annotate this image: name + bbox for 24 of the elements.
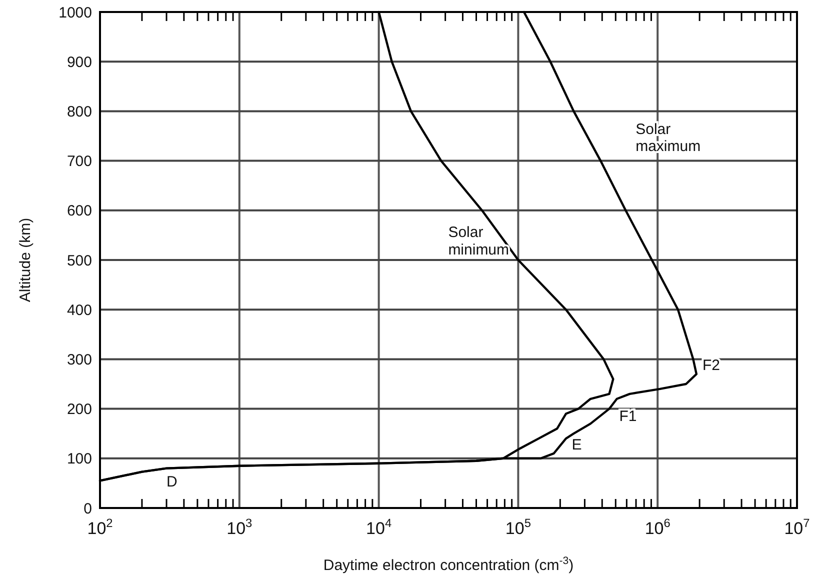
y-tick-label: 100 [66, 450, 92, 468]
annotation: F2 [702, 357, 720, 374]
y-tick-label: 500 [66, 252, 92, 270]
x-tick-label: 10$^{4}$ [366, 516, 392, 538]
x-axis-title: Daytime electron concentration (cm$^{-3}$) [323, 555, 574, 574]
x-tick-label: 10$^{5}$ [505, 516, 532, 538]
x-tick-label: 10$^{7}$ [784, 516, 810, 538]
x-tick-label: 10$^{3}$ [226, 516, 253, 538]
y-axis-title: Altitude (km) [17, 218, 34, 302]
annotation: D [166, 473, 178, 490]
y-tick-label: 400 [66, 302, 92, 319]
y-tick-label: 800 [66, 103, 92, 120]
x-tick-label: 10$^{6}$ [644, 516, 671, 538]
annotation: F1 [619, 408, 637, 425]
y-tick-label: 900 [66, 54, 92, 71]
y-tick-label: 200 [66, 401, 92, 418]
y-tick-label: 1000 [58, 4, 92, 22]
x-tick-label: 10$^{2}$ [87, 516, 114, 538]
y-tick-label: 600 [66, 202, 92, 220]
y-tick-label: 300 [66, 351, 92, 368]
annotation: E [572, 436, 582, 454]
y-tick-label: 700 [66, 153, 92, 170]
y-tick-label: 0 [84, 500, 92, 518]
annotation: Solar minimum [448, 224, 510, 258]
